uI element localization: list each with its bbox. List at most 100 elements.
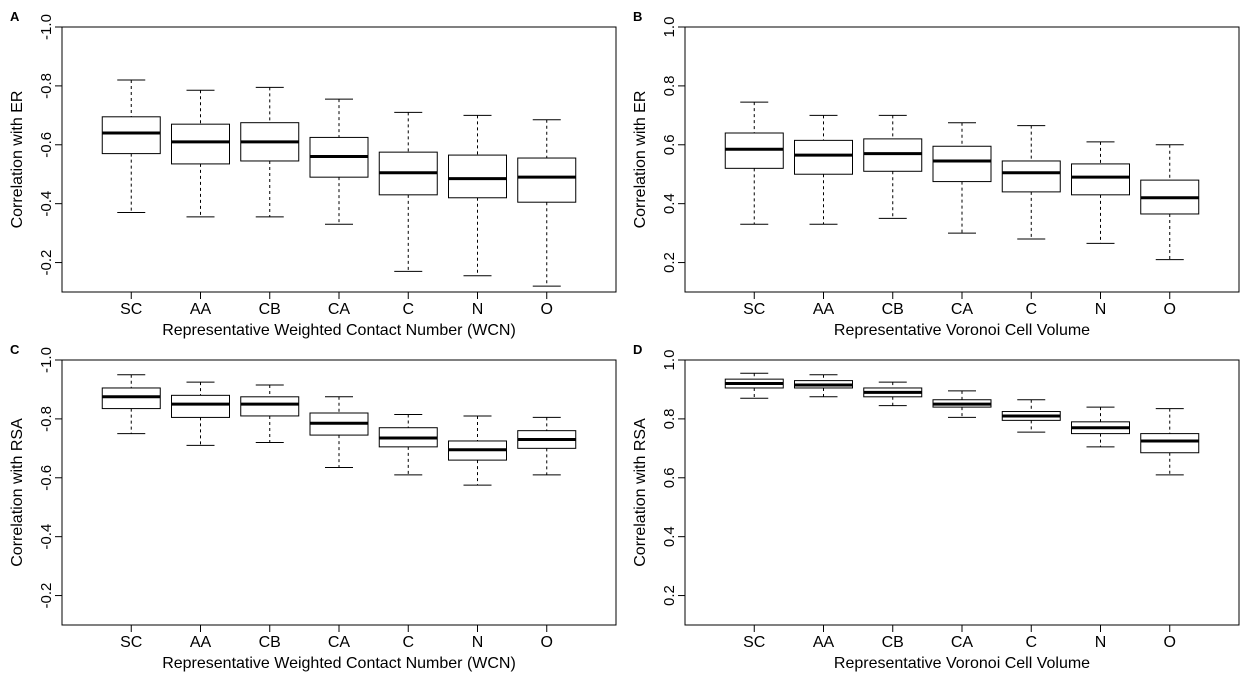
iqr-box [1001, 160, 1061, 193]
iqr-box [1071, 163, 1130, 196]
category-label: SC [120, 301, 142, 318]
box-aa: AA [171, 381, 230, 651]
panel-a: A -0.2 -0.4 -0.6 -0.8 -1.0 Correlation with ER… [9, 9, 617, 339]
x-axis-title: Representative Weighted Contact Number (… [162, 322, 516, 339]
iqr-box [101, 116, 161, 155]
box-aa: AA [171, 89, 230, 318]
category-label: C [402, 634, 414, 651]
box-ca: CA [932, 390, 992, 651]
y-tick-label: 1.0 [661, 350, 678, 371]
x-axis-title: Representative Weighted Contact Number (… [162, 655, 516, 672]
y-tick-label: -0.8 [38, 406, 55, 432]
panel-d: D 0.2 0.4 0.6 0.8 1.0 Correlation with RSA Repr… [632, 342, 1240, 672]
category-label: C [1025, 634, 1037, 651]
category-label: CA [951, 301, 974, 318]
box-n: N [1071, 406, 1130, 651]
box-sc: SC [724, 101, 784, 318]
box-ca: CA [309, 98, 369, 318]
iqr-box [171, 123, 230, 165]
box-c: C [1001, 399, 1061, 651]
category-label: O [541, 634, 553, 651]
panel-letter: B [633, 9, 642, 24]
x-axis-title: Representative Voronoi Cell Volume [834, 655, 1090, 672]
panel-c: C -0.2 -0.4 -0.6 -0.8 -1.0 Correlation with RS… [9, 342, 617, 672]
category-label: CB [259, 301, 281, 318]
box-sc: SC [101, 79, 161, 318]
category-label: O [1164, 634, 1176, 651]
box-sc: SC [101, 374, 161, 651]
iqr-box [448, 154, 507, 199]
category-label: CB [882, 634, 904, 651]
box-o: O [517, 119, 577, 318]
y-tick-label: -1.0 [38, 347, 55, 373]
box-cb: CB [240, 384, 300, 651]
y-tick-label: -0.6 [38, 132, 55, 158]
box-aa: AA [794, 114, 853, 318]
category-label: CB [882, 301, 904, 318]
box-sc: SC [724, 372, 784, 651]
iqr-box [171, 394, 230, 418]
category-label: O [1164, 301, 1176, 318]
category-label: C [1025, 301, 1037, 318]
y-tick-label: 0.6 [661, 134, 678, 155]
box-c: C [1001, 125, 1061, 318]
y-tick-label: -0.8 [38, 73, 55, 99]
iqr-box [932, 145, 992, 183]
category-label: CA [328, 301, 351, 318]
category-label: N [472, 301, 484, 318]
box-cb: CB [863, 381, 923, 651]
category-label: AA [190, 634, 212, 651]
panel-letter: D [633, 342, 642, 357]
y-axis-title: Correlation with ER [9, 91, 26, 229]
box-n: N [1071, 141, 1130, 318]
category-label: CB [259, 634, 281, 651]
y-tick-label: 0.4 [661, 193, 678, 214]
y-tick-label: 0.8 [661, 75, 678, 96]
y-tick-label: -0.4 [38, 191, 55, 217]
y-tick-label: 0.2 [661, 585, 678, 606]
box-c: C [378, 413, 438, 651]
y-axis-title: Correlation with ER [632, 91, 649, 229]
category-label: N [472, 634, 484, 651]
y-axis-title: Correlation with RSA [9, 418, 26, 567]
box-cb: CB [240, 86, 300, 318]
y-tick-label: 0.8 [661, 408, 678, 429]
category-label: AA [190, 301, 212, 318]
category-label: SC [743, 301, 765, 318]
box-n: N [448, 415, 507, 651]
category-label: N [1095, 301, 1107, 318]
category-label: O [541, 301, 553, 318]
y-tick-label: 0.2 [661, 252, 678, 273]
category-label: C [402, 301, 414, 318]
x-axis-title: Representative Voronoi Cell Volume [834, 322, 1090, 339]
y-tick-label: -0.2 [38, 583, 55, 609]
box-o: O [1140, 144, 1200, 318]
box-n: N [448, 114, 507, 318]
y-tick-label: -0.6 [38, 465, 55, 491]
category-label: CA [951, 634, 974, 651]
category-label: AA [813, 634, 835, 651]
y-tick-label: 1.0 [661, 17, 678, 38]
panel-letter: C [10, 342, 20, 357]
y-tick-label: -0.4 [38, 524, 55, 550]
category-label: CA [328, 634, 351, 651]
box-ca: CA [309, 396, 369, 651]
y-tick-label: -1.0 [38, 14, 55, 40]
box-aa: AA [794, 374, 853, 651]
iqr-box [240, 396, 300, 417]
box-cb: CB [863, 114, 923, 318]
category-label: SC [120, 634, 142, 651]
y-tick-label: 0.4 [661, 526, 678, 547]
box-c: C [378, 111, 438, 318]
panel-letter: A [10, 9, 20, 24]
category-label: AA [813, 301, 835, 318]
iqr-box [794, 139, 853, 175]
category-label: N [1095, 634, 1107, 651]
box-ca: CA [932, 122, 992, 318]
y-tick-label: 0.6 [661, 467, 678, 488]
box-o: O [517, 416, 577, 651]
y-axis-title: Correlation with RSA [632, 418, 649, 567]
category-label: SC [743, 634, 765, 651]
iqr-box [517, 157, 577, 203]
